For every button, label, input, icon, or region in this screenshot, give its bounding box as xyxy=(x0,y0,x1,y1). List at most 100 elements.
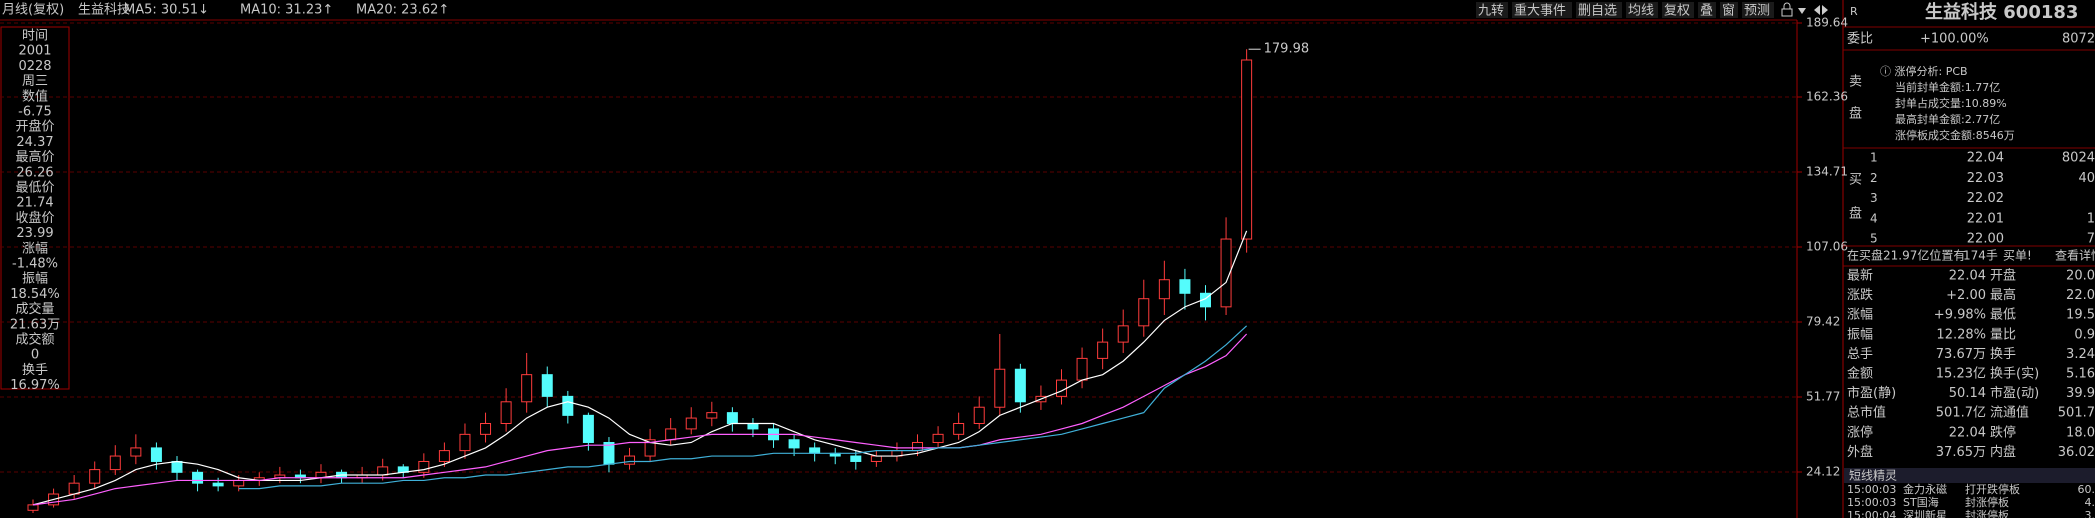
toolbar-button[interactable]: 复权 xyxy=(1664,3,1690,19)
quote-value: 37.65万 xyxy=(1936,445,1986,460)
info-item: 23.99 xyxy=(16,226,53,241)
ma-line xyxy=(32,230,1248,506)
toolbar-bg xyxy=(0,0,1797,19)
toolbar-button-bg[interactable] xyxy=(1720,2,1738,18)
quote-value: 501.7亿 xyxy=(1936,406,1986,421)
bid-price: 22.04 xyxy=(1967,151,2004,166)
limit-info: ⓘ 涨停分析: PCB xyxy=(1880,64,1968,78)
candle-body xyxy=(1138,298,1150,327)
peak-label: 179.98 xyxy=(1264,42,1310,57)
info-item: 成交量 xyxy=(15,301,54,317)
quote-label: 外盘 xyxy=(1847,444,1873,460)
info-item: 数值 xyxy=(22,88,48,104)
candle-body xyxy=(1241,59,1253,240)
candle-body xyxy=(644,439,656,457)
candle-body xyxy=(233,479,245,487)
quote-value: 15.23亿 xyxy=(1936,367,1986,382)
quote-value: 73.67万 xyxy=(1936,347,1986,362)
ratio-volume: 8072 xyxy=(2062,32,2095,47)
quote-value: 39.9 xyxy=(2066,386,2095,401)
toolbar-button[interactable]: 叠 xyxy=(1700,4,1713,19)
limit-info: 封单占成交量:10.89% xyxy=(1895,96,2007,110)
toolbar-button[interactable]: 均线 xyxy=(1628,4,1654,19)
info-item: 周三 xyxy=(22,74,48,89)
candle-body xyxy=(726,412,738,424)
sprite-value: 4. xyxy=(2085,496,2095,509)
candle-body xyxy=(130,447,142,457)
dropdown-icon[interactable] xyxy=(1798,8,1806,14)
info-item: 24.37 xyxy=(16,135,53,150)
sprite-time: 15:00:04 xyxy=(1847,509,1896,518)
quote-value: 3.24 xyxy=(2066,347,2095,362)
sprite-value: 3. xyxy=(2085,509,2095,518)
quote-label: 最新 xyxy=(1847,268,1873,284)
quote-label: 开盘 xyxy=(1990,268,2016,284)
info-item: -1.48% xyxy=(12,257,58,272)
toolbar-button[interactable]: 删自选 xyxy=(1578,4,1617,19)
info-item: 时间 xyxy=(22,29,48,44)
candle-body xyxy=(747,422,759,430)
candle-body xyxy=(1158,279,1170,300)
candle-body xyxy=(418,460,430,473)
toolbar-button[interactable]: 重大事件 xyxy=(1514,3,1566,19)
info-item: 涨幅 xyxy=(22,241,48,256)
quote-value: +2.00 xyxy=(1946,288,1986,303)
candle-body xyxy=(1014,368,1026,403)
candle-body xyxy=(912,441,924,452)
candle-body xyxy=(109,455,121,471)
toolbar-button-bg[interactable] xyxy=(1662,2,1694,18)
quote-value: 18.0 xyxy=(2066,425,2095,440)
bid-volume: 1 xyxy=(2087,211,2095,226)
quote-value: 20.0 xyxy=(2066,269,2095,284)
sprite-title: 短线精灵 xyxy=(1849,469,1897,483)
toolbar-button[interactable]: 预测 xyxy=(1744,4,1770,19)
ma-line xyxy=(238,325,1248,490)
toolbar-button[interactable]: 窗 xyxy=(1722,3,1735,19)
y-tick-label: 24.12 xyxy=(1806,464,1840,478)
limit-info: 涨停板成交金额:8546万 xyxy=(1895,128,2015,142)
candle-body xyxy=(68,482,80,495)
y-tick-label: 189.64 xyxy=(1806,16,1848,30)
quote-label: 最低 xyxy=(1990,308,2016,323)
toolbar-button-bg[interactable] xyxy=(1698,2,1716,18)
ma-legend: MA20: 23.62↑ xyxy=(356,3,449,18)
quote-value: 22.04 xyxy=(1949,269,1986,284)
period-label: 月线(复权) xyxy=(2,2,64,18)
alert-qty: 174手 xyxy=(1963,249,1998,263)
toolbar-button[interactable]: 九转 xyxy=(1478,4,1504,19)
info-item: -6.75 xyxy=(18,105,52,120)
sprite-event: 打开跌停板 xyxy=(1965,482,2020,496)
info-item: 21.63万 xyxy=(10,317,60,332)
info-item: 16.97% xyxy=(10,378,60,393)
bid-level: 5 xyxy=(1870,232,1878,246)
candle-body xyxy=(870,455,882,462)
sprite-value: 60. xyxy=(2078,483,2095,496)
info-item: 18.54% xyxy=(10,287,60,302)
alert-link[interactable]: 查看详情 xyxy=(2055,248,2095,263)
candle-body xyxy=(850,455,862,462)
sprite-header-bg xyxy=(1844,468,2095,483)
arrows-icon[interactable] xyxy=(1814,5,1828,15)
toolbar-button-bg[interactable] xyxy=(1476,2,1508,18)
toolbar-button-bg[interactable] xyxy=(1576,2,1622,18)
side-label: 买 xyxy=(1849,173,1862,188)
toolbar-button-bg[interactable] xyxy=(1626,2,1658,18)
candle-body xyxy=(685,417,697,430)
info-item: 最高价 xyxy=(15,149,54,165)
candle-body xyxy=(953,422,965,435)
y-tick-label: 107.06 xyxy=(1806,240,1848,254)
quote-value: 19.5 xyxy=(2066,308,2095,323)
quote-label: 内盘 xyxy=(1990,444,2016,460)
lock-icon[interactable] xyxy=(1781,2,1793,17)
toolbar-button-bg[interactable] xyxy=(1742,2,1774,18)
quote-value: 5.16 xyxy=(2066,367,2095,382)
ratio-value: +100.00% xyxy=(1920,32,1989,47)
quote-label: 换手(实) xyxy=(1990,367,2039,382)
toolbar-button-bg[interactable] xyxy=(1512,2,1572,18)
bid-volume: 7 xyxy=(2087,232,2095,247)
info-item: 0 xyxy=(31,348,39,363)
bid-price: 22.01 xyxy=(1967,211,2004,226)
sprite-event: 封涨停板 xyxy=(1965,495,2009,509)
candle-body xyxy=(377,466,389,476)
info-item: 开盘价 xyxy=(15,119,54,135)
